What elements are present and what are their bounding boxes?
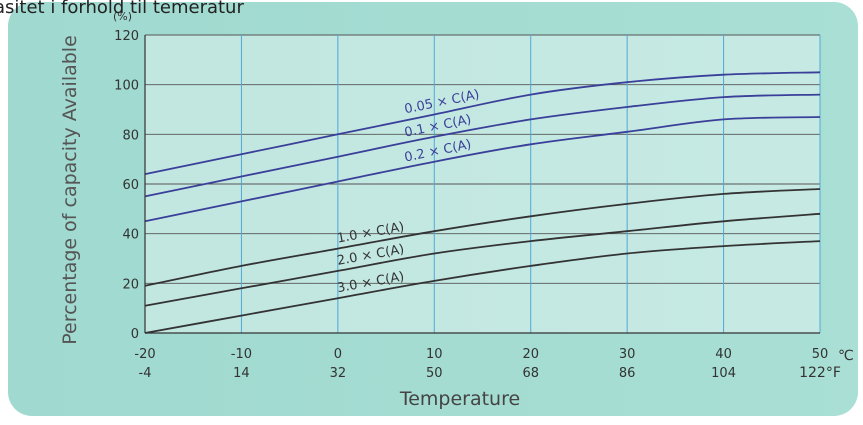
y-tick-label: 80: [122, 128, 139, 143]
x-tick-label-celsius: 0: [334, 347, 342, 362]
x-axis-title: Temperature: [399, 388, 520, 410]
x-tick-label-fahrenheit: 14: [233, 366, 250, 381]
y-tick-label: 100: [114, 79, 139, 94]
x-unit-fahrenheit: 122°F: [799, 365, 841, 381]
series-line: [144, 93, 821, 198]
y-tick-label: 20: [122, 277, 139, 292]
series-line: [144, 116, 821, 223]
series-line: [144, 212, 821, 307]
x-tick-label-celsius: 50: [812, 347, 829, 362]
series-line: [144, 240, 821, 334]
x-tick-label-celsius: 30: [619, 347, 636, 362]
y-tick-label: 40: [122, 228, 139, 243]
x-tick-label-fahrenheit: 50: [426, 366, 443, 381]
x-tick-label-fahrenheit: 68: [522, 366, 539, 381]
series-line: [144, 71, 821, 175]
y-axis-title: Percentage of capacity Available: [59, 35, 81, 345]
x-tick-label-fahrenheit: 32: [330, 366, 347, 381]
x-tick-label-fahrenheit: -4: [139, 366, 152, 381]
x-unit-celsius: ℃: [838, 348, 854, 364]
x-tick-label-celsius: -20: [134, 347, 155, 362]
x-tick-label-celsius: 10: [426, 347, 443, 362]
x-tick-label-celsius: -10: [231, 347, 252, 362]
series-layer: [144, 71, 821, 334]
x-tick-label-celsius: 20: [522, 347, 539, 362]
header-text: asitet i forhold til temeratur: [0, 0, 244, 18]
y-tick-label: 60: [122, 178, 139, 193]
y-tick-label: 120: [114, 29, 139, 44]
axis-layer: 0 20 40 60 80 100 120 -20 -4 -10 14 0 32 10 50 20 68 30 86…: [114, 29, 828, 381]
x-tick-label-celsius: 40: [715, 347, 732, 362]
y-unit-label: (%): [113, 10, 132, 23]
x-tick-label-fahrenheit: 104: [711, 366, 736, 381]
series-line: [144, 188, 821, 287]
y-tick-label: 0: [131, 327, 139, 342]
x-tick-label-fahrenheit: 86: [619, 366, 636, 381]
